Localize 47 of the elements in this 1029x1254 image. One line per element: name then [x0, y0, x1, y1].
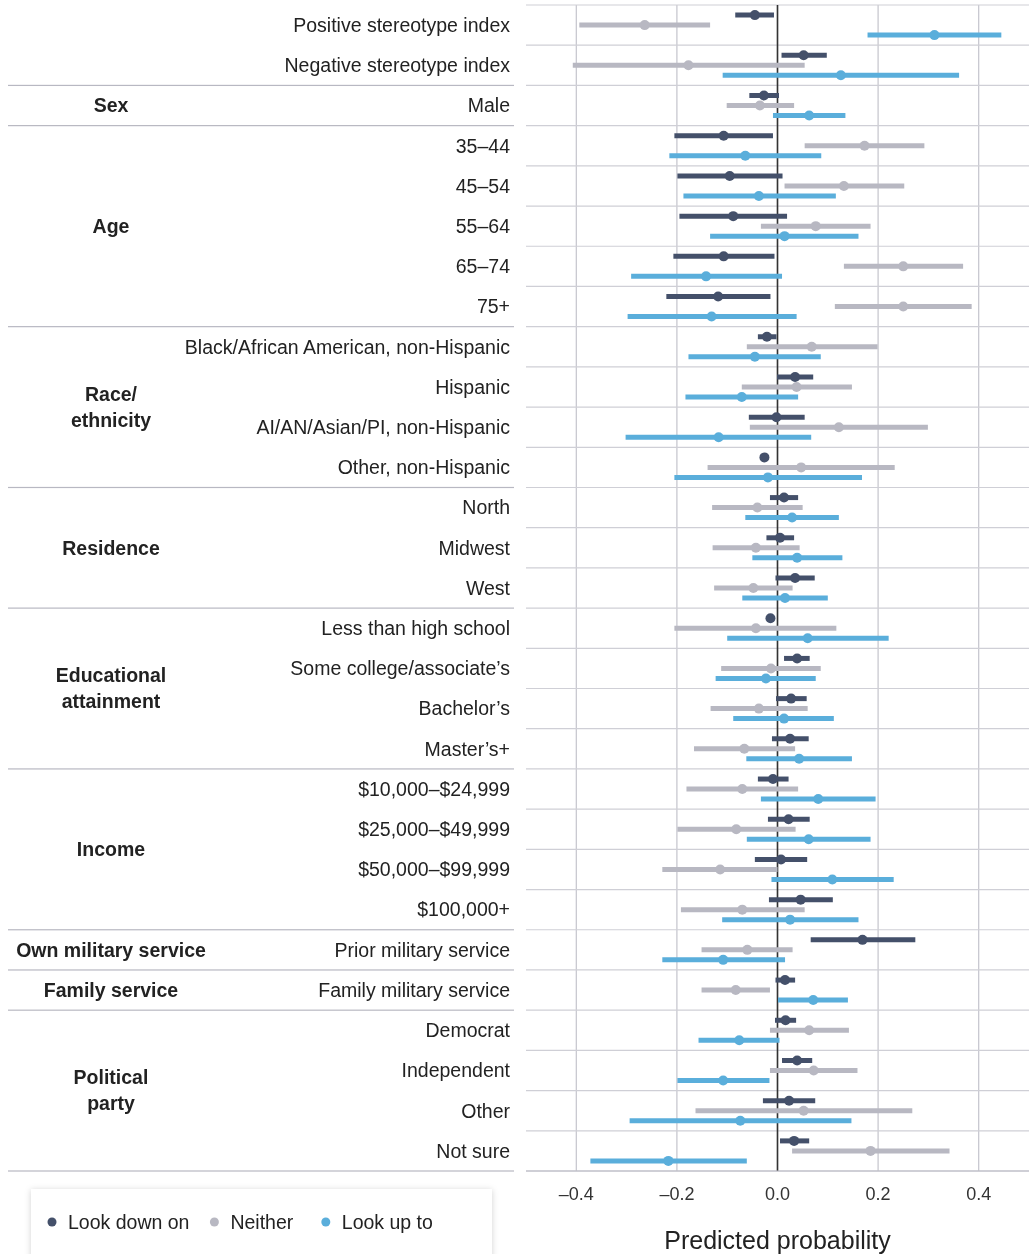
- text: Sex: [93, 94, 129, 117]
- y-tick-label: Male: [467, 94, 510, 117]
- y-tick-label: Democrat: [425, 1019, 511, 1042]
- y-tick-label: Prior military service: [334, 938, 510, 961]
- y-tick-label: 75+: [476, 295, 510, 318]
- y-tick-label: Midwest: [438, 536, 511, 559]
- text: Family service: [43, 978, 179, 1001]
- x-tick-label: –0.2: [659, 1184, 695, 1204]
- x-tick-label: 0.4: [966, 1184, 992, 1204]
- y-tick-label: Other: [461, 1099, 511, 1122]
- y-tick-label: Family military service: [318, 978, 510, 1001]
- legend-label: Look down on: [68, 1210, 190, 1233]
- y-tick-label: Bachelor’s: [418, 697, 511, 720]
- y-tick-label: Hispanic: [435, 375, 511, 398]
- legend-label: Neither: [230, 1210, 294, 1233]
- text: Race/ ethnicity: [70, 382, 152, 431]
- y-tick-label: 55–64: [455, 214, 511, 237]
- x-axis-title: Predicted probability: [664, 1226, 892, 1254]
- text: Residence: [62, 536, 160, 559]
- y-tick-label: Not sure: [436, 1139, 510, 1162]
- y-tick-label: $25,000–$49,999: [358, 818, 510, 841]
- x-tick-label: 0.0: [764, 1184, 791, 1204]
- y-tick-label: Negative stereotype index: [284, 54, 511, 77]
- y-tick-label: $100,000+: [417, 898, 510, 921]
- x-tick-label: –0.4: [558, 1184, 594, 1204]
- text: Own military service: [16, 938, 206, 961]
- y-tick-label: Independent: [401, 1059, 511, 1082]
- y-tick-label: Less than high school: [321, 617, 510, 640]
- y-tick-label: West: [465, 576, 511, 599]
- y-tick-label: 45–54: [455, 174, 511, 197]
- legend-label: Look up to: [341, 1210, 434, 1233]
- y-tick-label: $10,000–$24,999: [358, 777, 510, 800]
- y-tick-label: Black/African American, non-Hispanic: [184, 335, 511, 358]
- y-tick-label: 65–74: [455, 255, 511, 278]
- text: Income: [76, 838, 146, 861]
- y-tick-label: $50,000–$99,999: [358, 858, 510, 881]
- y-tick-label: Some college/associate’s: [290, 657, 511, 680]
- y-tick-label: Master’s+: [424, 737, 510, 760]
- text: Educational attainment: [55, 664, 167, 713]
- text: Political party: [73, 1066, 149, 1115]
- y-tick-label: North: [462, 496, 510, 519]
- x-tick-label: 0.2: [865, 1184, 891, 1204]
- y-tick-label: 35–44: [455, 134, 511, 157]
- text: Age: [92, 214, 130, 237]
- y-tick-label: Other, non-Hispanic: [337, 456, 511, 479]
- y-tick-label: AI/AN/Asian/PI, non-Hispanic: [256, 416, 511, 438]
- y-tick-label: Positive stereotype index: [293, 13, 511, 36]
